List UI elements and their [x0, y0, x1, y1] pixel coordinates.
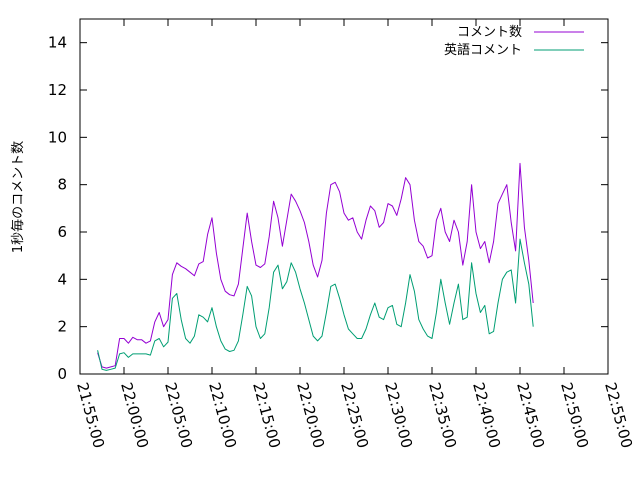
- series-layer: [97, 162, 534, 371]
- y-tick-label: 12: [48, 81, 67, 99]
- y-tick-label: 2: [57, 318, 67, 336]
- legend: コメント数 英語コメント: [444, 25, 584, 58]
- y-tick-label: 10: [48, 128, 67, 146]
- series-line-1: [97, 238, 534, 371]
- y-tick-label: 14: [48, 34, 67, 52]
- y-tick-label: 4: [57, 270, 67, 288]
- y-tick-label: 0: [57, 365, 67, 383]
- y-axis-ticks: 0 2 4 6 8 10 12 14: [48, 34, 608, 383]
- y-axis-label: 1秒毎のコメント数: [10, 141, 26, 253]
- series-line-0: [97, 162, 534, 369]
- y-tick-label: 6: [57, 223, 67, 241]
- legend-label-comments: コメント数: [457, 25, 522, 40]
- legend-label-english-comments: 英語コメント: [444, 42, 522, 58]
- y-tick-label: 8: [57, 176, 67, 194]
